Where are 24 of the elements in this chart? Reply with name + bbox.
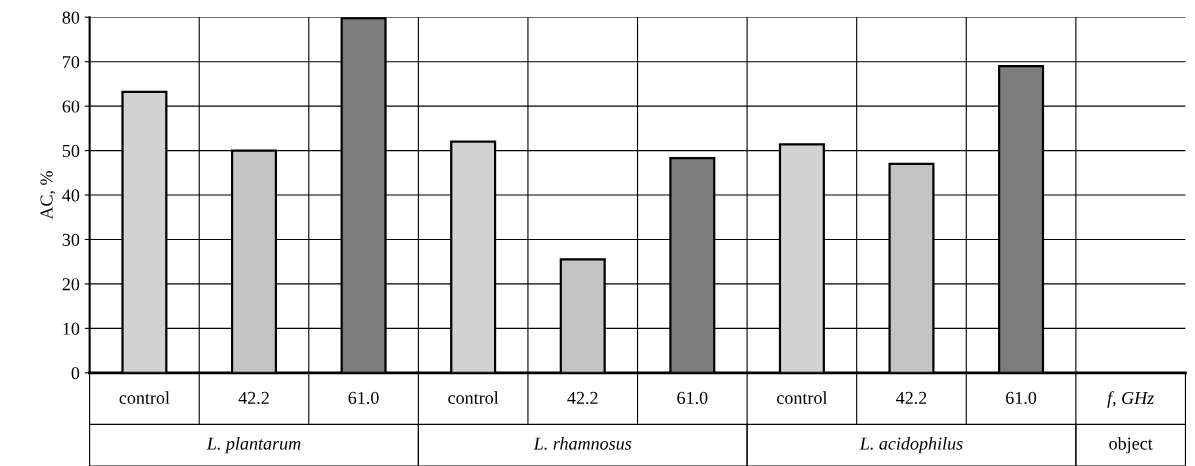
- x-tick-label: 61.0: [1006, 391, 1037, 405]
- x-tick-label: control: [777, 391, 828, 404]
- text: L. plantarum: [206, 436, 301, 454]
- y-tick-label: 70: [63, 55, 80, 69]
- text: L. acidophilus: [859, 436, 963, 454]
- x-tick-label: control: [448, 391, 499, 404]
- y-tick-label: 50: [62, 144, 80, 158]
- y-tick-label: 40: [62, 189, 80, 202]
- x-tick-label: 42.2: [896, 391, 927, 405]
- x-tick-label: 42.2: [238, 391, 269, 405]
- x-tick-label: 42.2: [567, 391, 598, 405]
- y-tick-label: 10: [63, 322, 80, 335]
- x-tick-label: 61.0: [677, 391, 708, 405]
- x-tick-label: control: [119, 391, 170, 404]
- y-tick-label: 60: [62, 100, 80, 113]
- y-tick-label: 80: [62, 11, 80, 24]
- y-axis-title: AC, %: [40, 171, 56, 220]
- text: object: [1109, 436, 1153, 454]
- y-tick-label: 30: [62, 233, 80, 246]
- y-tick-label: 20: [62, 278, 80, 291]
- y-tick-label: 0: [71, 367, 80, 380]
- x-tick-label: 61.0: [348, 391, 379, 405]
- text: L. rhamnosus: [533, 436, 632, 450]
- x-tick-label: f, GHz: [1107, 391, 1154, 408]
